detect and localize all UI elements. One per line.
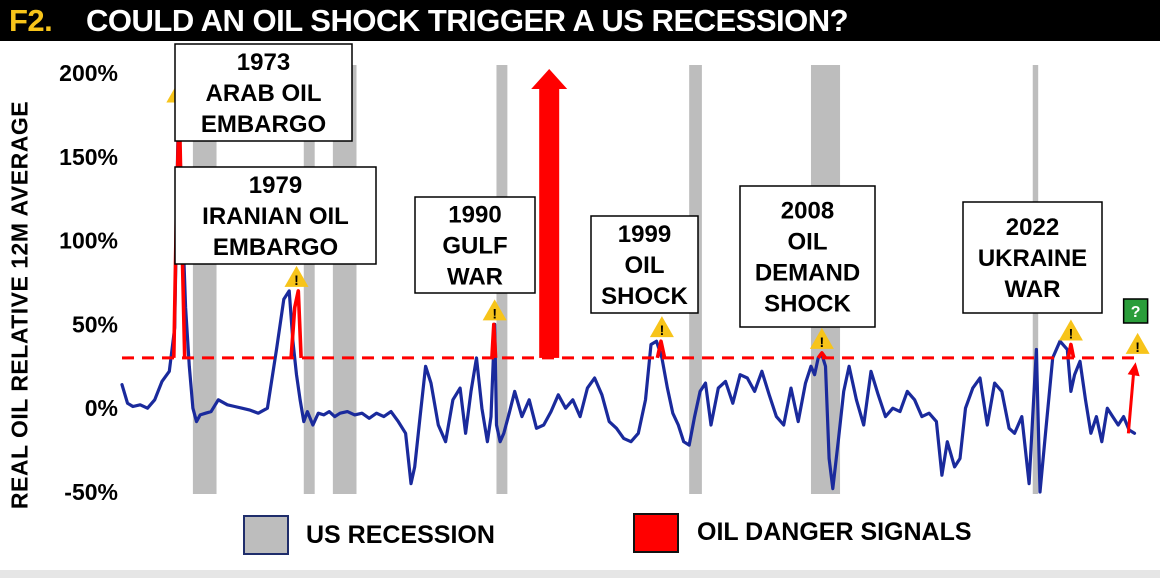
figure-number: F2. xyxy=(9,3,53,38)
svg-text:!: ! xyxy=(660,322,665,338)
warning-icon: ! xyxy=(1125,332,1150,355)
event-annotations: 1973 ARAB OIL EMBARGO 1979 IRANIAN OIL EMBARG… xyxy=(174,43,1103,328)
arrows xyxy=(531,69,1140,434)
warning-icon: ! xyxy=(1058,319,1083,342)
annotation-1990: 1990 GULF WAR xyxy=(414,196,536,294)
annotation-box xyxy=(962,201,1103,314)
big-arrow-shaft xyxy=(539,87,560,358)
annotation-text: OIL xyxy=(788,229,828,256)
annotation-1979: 1979 IRANIAN OIL EMBARGO xyxy=(174,166,377,265)
warning-markers: !!!!!!!? xyxy=(166,81,1150,355)
big-arrow-head xyxy=(531,69,568,89)
legend-oil-danger-label: OIL DANGER SIGNALS xyxy=(697,518,972,546)
y-tick-label: 150% xyxy=(59,144,118,170)
warning-icon: ! xyxy=(284,265,309,288)
annotation-text: UKRAINE xyxy=(978,245,1087,272)
annotation-box xyxy=(174,43,353,142)
svg-text:!: ! xyxy=(1135,339,1140,355)
annotation-box xyxy=(739,185,876,328)
recession-band xyxy=(303,65,315,494)
annotation-text: EMBARGO xyxy=(201,111,326,138)
annotation-text: 1979 xyxy=(249,172,302,199)
y-axis-ticks: 200% 150% 100% 50% 0% -50% xyxy=(59,60,118,505)
annotation-box xyxy=(414,196,536,294)
question-marker-box xyxy=(1122,298,1149,324)
legend-recession-swatch xyxy=(243,515,289,555)
footer-band xyxy=(0,570,1160,578)
y-tick-label: 50% xyxy=(72,311,118,337)
question-marker-text: ? xyxy=(1131,304,1141,321)
y-tick-label: 100% xyxy=(59,228,118,254)
annotation-2008: 2008 OIL DEMAND SHOCK xyxy=(739,185,876,328)
annotation-text: GULF xyxy=(442,233,507,260)
danger-signal-segment xyxy=(1066,342,1076,359)
annotation-2022: 2022 UKRAINE WAR xyxy=(962,201,1103,314)
annotation-text: OIL xyxy=(625,252,665,279)
annotation-text: 2022 xyxy=(1006,214,1059,241)
y-tick-label: 0% xyxy=(85,395,118,421)
annotation-box xyxy=(174,166,377,265)
annotation-text: WAR xyxy=(1005,276,1061,303)
legend-recession-label: US RECESSION xyxy=(306,521,495,549)
annotation-text: 1990 xyxy=(448,202,501,229)
danger-signal-segment xyxy=(655,339,667,359)
annotation-text: DEMAND xyxy=(755,260,860,287)
legend-oil-danger-swatch xyxy=(633,513,679,553)
danger-signal-segment xyxy=(490,322,498,359)
annotation-text: 1973 xyxy=(237,49,290,76)
warning-icon: ! xyxy=(649,316,674,338)
svg-text:!: ! xyxy=(1069,326,1074,342)
annotation-text: WAR xyxy=(447,264,503,291)
annotation-text: SHOCK xyxy=(601,283,688,310)
forecast-arrow-line xyxy=(1126,372,1136,434)
svg-text:!: ! xyxy=(294,272,299,288)
svg-text:!: ! xyxy=(492,305,497,321)
annotation-text: ARAB OIL xyxy=(206,80,322,107)
danger-signal-segment xyxy=(289,289,303,359)
title-bar: F2. COULD AN OIL SHOCK TRIGGER A US RECE… xyxy=(0,0,1160,41)
warning-icon: ! xyxy=(809,327,834,350)
annotation-text: 2008 xyxy=(781,198,834,225)
annotation-1999: 1999 OIL SHOCK xyxy=(590,215,699,314)
y-tick-label: -50% xyxy=(64,479,118,505)
annotation-box xyxy=(590,215,699,314)
annotation-text: SHOCK xyxy=(764,291,851,318)
forecast-arrow-head xyxy=(1127,362,1140,377)
annotation-1973: 1973 ARAB OIL EMBARGO xyxy=(174,43,353,142)
warning-icon: ! xyxy=(482,299,507,321)
svg-text:!: ! xyxy=(820,334,825,350)
danger-signal-segment xyxy=(816,351,827,359)
annotation-text: 1999 xyxy=(618,221,671,248)
y-tick-label: 200% xyxy=(59,60,118,86)
chart-title: COULD AN OIL SHOCK TRIGGER A US RECESSIO… xyxy=(86,3,849,38)
annotation-text: EMBARGO xyxy=(213,234,338,261)
annotation-text: IRANIAN OIL xyxy=(202,203,349,230)
